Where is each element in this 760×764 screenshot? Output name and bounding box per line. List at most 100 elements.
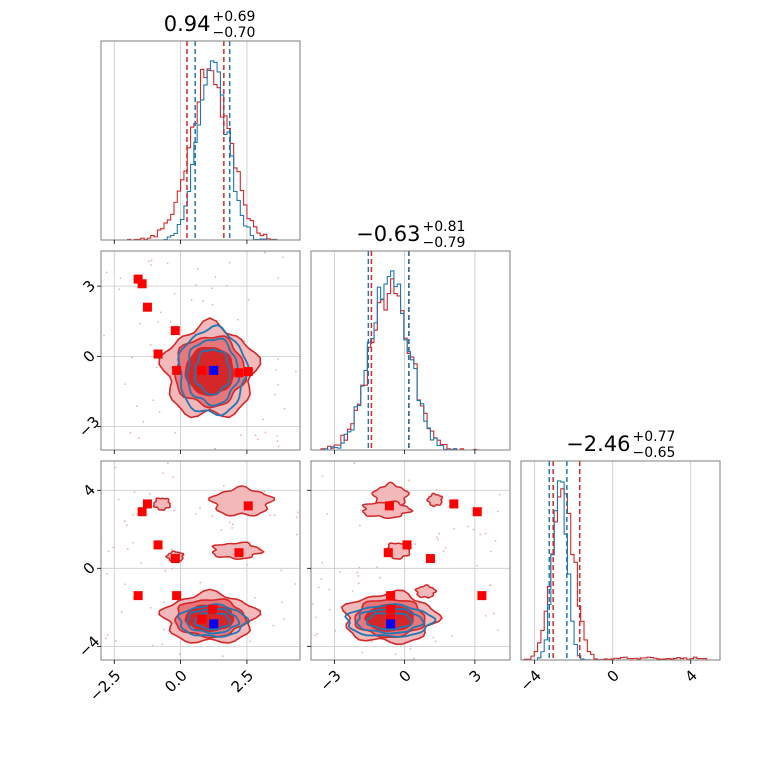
sample-point [103, 334, 105, 337]
sample-point [132, 541, 134, 544]
sample-point [256, 438, 259, 441]
density-island [208, 485, 276, 517]
sample-point [142, 420, 145, 423]
histogram-blue-p3 [521, 480, 720, 660]
title-minus-error: −0.65 [633, 445, 676, 461]
x-tick-label: 0 [603, 667, 622, 686]
sample-point [326, 513, 328, 515]
title-p1: 0.94 +0.69−0.70 [164, 9, 256, 41]
density-island [152, 497, 171, 511]
sample-point [254, 434, 257, 437]
y-tick-label: 0 [79, 347, 98, 366]
sample-point [276, 435, 278, 437]
sample-point [444, 547, 447, 549]
density-p2-p3 [312, 462, 501, 660]
title-value: 0.94 [164, 12, 211, 36]
sample-point [190, 299, 193, 301]
truth-marker-red [207, 604, 217, 614]
sample-point [220, 528, 223, 531]
sample-point [353, 462, 356, 465]
truth-marker-red [425, 554, 435, 564]
sample-point [150, 264, 152, 266]
sample-point [277, 445, 280, 448]
x-tick-label: 0 [395, 667, 414, 686]
truth-marker-red [383, 548, 393, 558]
density-island [414, 584, 438, 599]
sample-point [178, 653, 181, 655]
sample-point [263, 490, 266, 493]
truth-marker-red [197, 365, 207, 375]
sample-point [222, 655, 224, 658]
sample-point [170, 548, 173, 551]
sample-point [107, 550, 110, 553]
sample-point [360, 509, 362, 512]
sample-point [166, 262, 169, 265]
truth-marker-red [133, 274, 143, 284]
histogram-blue-p2 [311, 270, 510, 450]
x-tick-label: −3 [316, 667, 344, 695]
sample-point [312, 603, 314, 605]
sample-point [196, 268, 199, 270]
truth-marker-red [142, 302, 152, 312]
sample-point [162, 601, 165, 603]
sample-point [243, 340, 246, 342]
sample-point [357, 582, 360, 585]
sample-point [264, 431, 267, 434]
panel-frame-1-0 [100, 250, 301, 451]
blue-contour-level-1 [177, 603, 250, 638]
sample-point [135, 405, 138, 408]
title-minus-error: −0.70 [213, 25, 256, 41]
sample-point [467, 525, 469, 528]
sample-point [123, 520, 126, 523]
sample-point [164, 569, 167, 572]
sample-point [240, 434, 242, 437]
sample-point [214, 276, 217, 279]
sample-point [494, 540, 497, 542]
sample-point [120, 611, 123, 613]
sample-point [161, 643, 164, 646]
truth-marker-red [197, 614, 207, 624]
sample-point [173, 292, 176, 295]
sample-point [282, 256, 284, 259]
sample-point [409, 647, 412, 650]
sample-point [321, 475, 324, 478]
sample-point [317, 586, 320, 589]
sample-point [211, 514, 214, 517]
sample-point [156, 321, 159, 323]
sample-point [351, 590, 354, 592]
x-tick-label: −2.5 [86, 667, 124, 705]
histogram-p2 [311, 251, 510, 450]
truth-marker-red [137, 279, 147, 289]
sample-point [432, 636, 435, 639]
x-tick-label: 2.5 [228, 667, 258, 697]
grid-1-1 [334, 251, 476, 450]
density-island [426, 492, 444, 508]
sample-point [376, 566, 379, 569]
y-tick-label: 3 [79, 277, 98, 296]
truth-marker-red [153, 540, 163, 550]
sample-point [172, 476, 175, 478]
sample-point [320, 578, 323, 580]
x-tick-label: 4 [682, 667, 701, 686]
sample-point [202, 300, 205, 302]
truth-marker-red [243, 367, 253, 377]
sample-point [484, 532, 487, 535]
sample-point [194, 512, 197, 515]
sample-point [169, 320, 172, 323]
sample-point [277, 358, 280, 361]
sample-point [321, 561, 323, 564]
sample-point [247, 298, 250, 301]
sample-point [149, 343, 152, 346]
density-p1-p3 [101, 462, 299, 658]
histogram-red-p2 [311, 278, 510, 450]
y-tick-label: 4 [79, 481, 98, 500]
sample-point [334, 629, 337, 632]
truth-marker-red [234, 368, 244, 378]
sample-point [295, 370, 297, 373]
truth-marker-red [386, 604, 396, 614]
truth-marker-blue [209, 365, 219, 375]
sample-point [434, 640, 437, 643]
y-tick-label: −3 [75, 413, 103, 441]
sample-point [132, 514, 135, 516]
sample-point [106, 633, 109, 636]
